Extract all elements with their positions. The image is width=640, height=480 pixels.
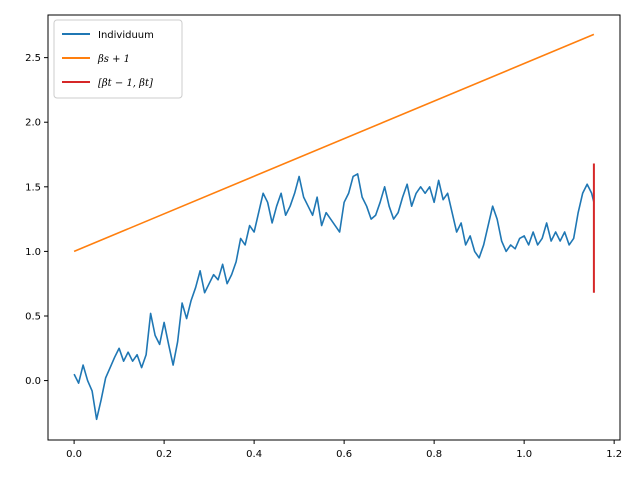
y-tick-label: 0.5: [25, 311, 41, 322]
x-tick-label: 0.4: [246, 449, 262, 460]
y-tick-label: 2.5: [25, 53, 41, 64]
y-axis: 0.0 0.5 1.0 1.5 2.0 2.5: [25, 53, 48, 387]
legend-label-linear-bound: βs + 1: [97, 54, 130, 65]
x-tick-label: 1.2: [606, 449, 622, 460]
y-tick-label: 1.0: [25, 247, 41, 258]
series-line-0: [73, 173, 595, 421]
legend-box: [53, 19, 183, 99]
x-tick-label: 0.0: [66, 449, 82, 460]
y-tick-label: 0.0: [25, 376, 41, 387]
x-tick-label: 0.2: [156, 449, 172, 460]
y-tick-label: 1.5: [25, 182, 41, 193]
x-axis: 0.0 0.2 0.4 0.6 0.8 1.0 1.2: [66, 440, 622, 460]
plot-frame: [47, 14, 621, 441]
x-tick-label: 1.0: [516, 449, 532, 460]
legend-label-individuum: Individuum: [98, 30, 154, 41]
x-tick-label: 0.6: [336, 449, 352, 460]
legend: Individuum βs + 1 [βt − 1, βt]: [53, 19, 183, 99]
series-layer: [73, 33, 595, 421]
legend-label-interval: [βt − 1, βt]: [98, 78, 153, 89]
series-line-1: [73, 33, 595, 253]
y-tick-label: 2.0: [25, 118, 41, 129]
x-tick-label: 0.8: [426, 449, 442, 460]
